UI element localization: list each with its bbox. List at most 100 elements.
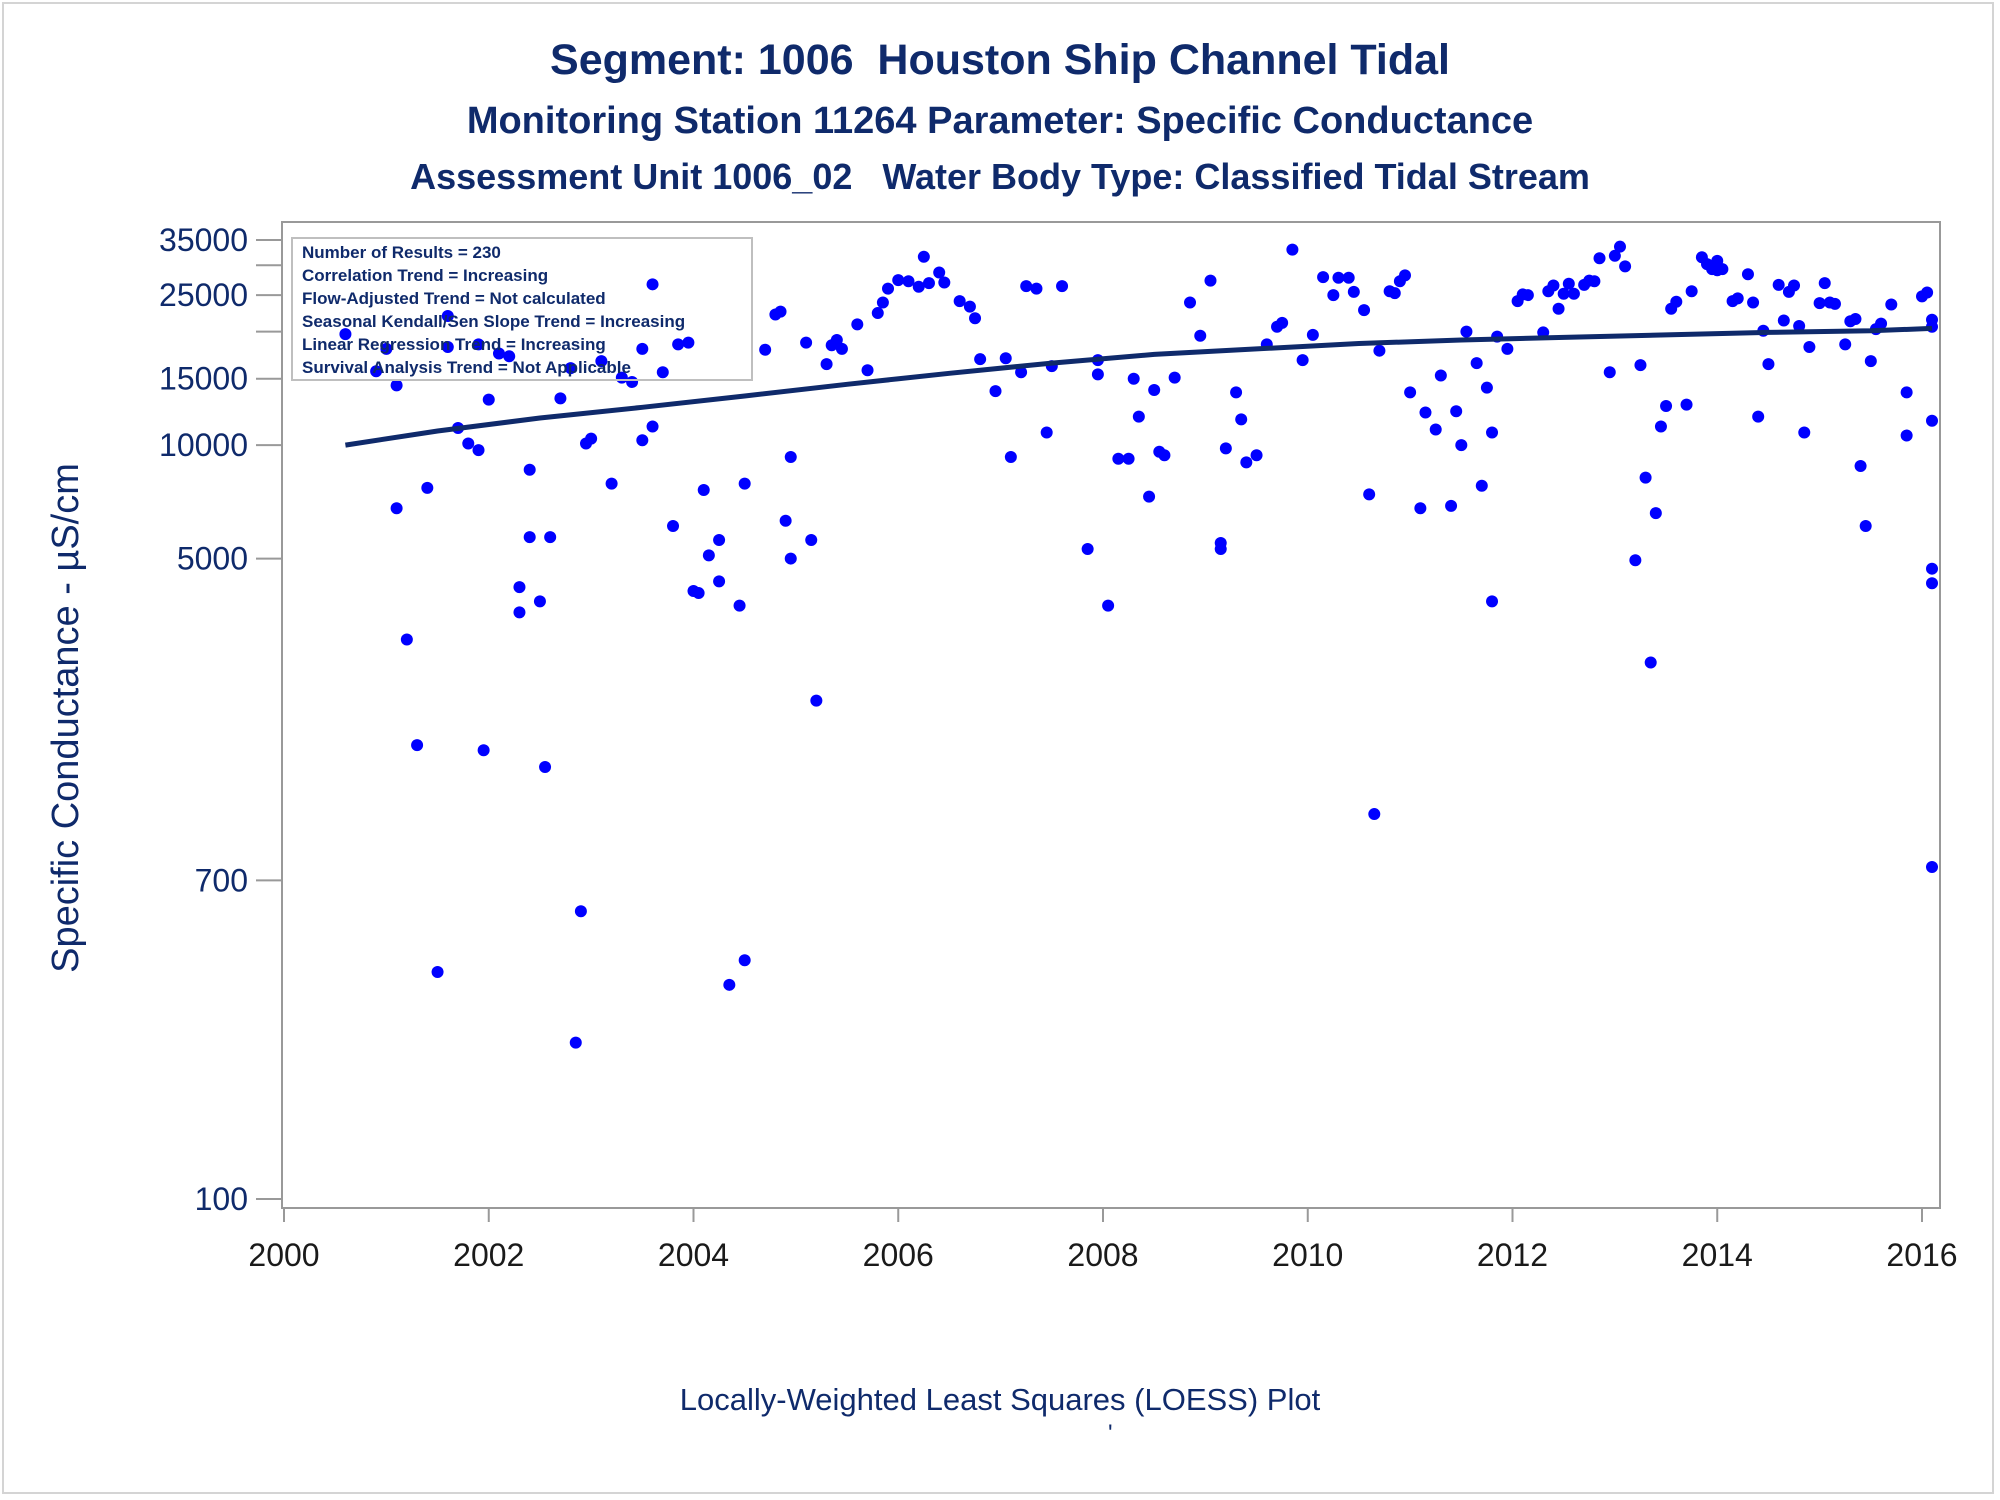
data-point	[1230, 386, 1243, 399]
data-point	[1634, 359, 1647, 372]
data-point	[1250, 449, 1263, 462]
data-point	[1762, 358, 1775, 371]
data-point	[339, 328, 352, 341]
data-point	[1562, 277, 1575, 290]
data-point	[953, 295, 966, 308]
data-point	[1552, 302, 1565, 315]
data-point	[636, 434, 649, 447]
data-point	[1926, 577, 1938, 590]
data-point	[1102, 599, 1115, 612]
inset-flow-adjusted-trend: Flow-Adjusted Trend = Not calculated	[302, 289, 606, 308]
data-point	[1470, 357, 1483, 370]
data-point	[1168, 371, 1181, 384]
data-point	[1317, 271, 1330, 284]
data-point	[1685, 285, 1698, 298]
data-point	[411, 739, 424, 752]
data-point	[1004, 450, 1017, 463]
data-point	[533, 595, 546, 608]
data-point	[810, 694, 823, 707]
data-point	[1148, 384, 1161, 397]
data-point	[861, 364, 874, 377]
data-point	[1788, 279, 1801, 292]
chart-subtitle-assessment: Assessment Unit 1006_02 Water Body Type:…	[410, 156, 1590, 197]
data-point	[1926, 313, 1938, 326]
data-point	[784, 552, 797, 565]
data-point	[933, 266, 946, 279]
x-tick-label-2010: 2010	[1272, 1237, 1343, 1273]
data-point	[1793, 319, 1806, 332]
data-point	[835, 342, 848, 355]
data-point	[871, 307, 884, 320]
data-point	[1501, 342, 1514, 355]
data-point	[1286, 243, 1299, 256]
data-point	[646, 420, 659, 433]
data-point	[1772, 278, 1785, 291]
x-tick-label-2016: 2016	[1886, 1237, 1957, 1273]
data-point	[539, 760, 552, 773]
data-point	[1813, 297, 1826, 310]
plot-area	[281, 221, 1941, 1209]
data-point	[1327, 289, 1340, 302]
data-point	[1839, 338, 1852, 351]
data-point	[702, 549, 715, 562]
data-point	[1680, 398, 1693, 411]
x-tick-label-2006: 2006	[863, 1237, 934, 1273]
data-point	[682, 336, 695, 349]
data-point	[1214, 543, 1227, 556]
data-point	[1296, 354, 1309, 367]
data-point	[1859, 520, 1872, 533]
y-axis-title: Specific Conductance - µS/cm	[45, 463, 87, 973]
chart-title: Segment: 1006 Houston Ship Channel Tidal	[550, 36, 1450, 84]
data-point	[1864, 355, 1877, 368]
data-point	[513, 581, 526, 594]
data-point	[1644, 656, 1657, 669]
data-point	[1091, 368, 1104, 381]
data-point	[477, 744, 490, 757]
data-point	[1731, 292, 1744, 305]
data-point	[1122, 452, 1135, 465]
data-point	[1567, 287, 1580, 300]
data-point	[1460, 325, 1473, 338]
data-point	[656, 366, 669, 379]
data-point	[1194, 329, 1207, 342]
data-point	[1388, 287, 1401, 300]
data-point	[989, 385, 1002, 398]
data-point	[1654, 420, 1667, 433]
data-point	[1434, 369, 1447, 382]
data-point	[1926, 562, 1938, 575]
data-point	[1629, 554, 1642, 567]
data-point	[1849, 313, 1862, 326]
data-point	[513, 606, 526, 619]
x-tick-label-2002: 2002	[453, 1237, 524, 1273]
data-point	[820, 358, 833, 371]
inset-survival-analysis-trend: Survival Analysis Trend = Not Applicable	[302, 358, 631, 377]
data-point	[1015, 366, 1028, 379]
chart-subtitle-station: Monitoring Station 11264 Parameter: Spec…	[466, 100, 1534, 142]
data-point	[482, 393, 495, 406]
y-tick-label-35000: 35000	[159, 222, 248, 258]
data-point	[713, 575, 726, 588]
data-point	[1747, 296, 1760, 309]
data-point	[1306, 328, 1319, 341]
data-point	[830, 334, 843, 347]
data-point	[1276, 316, 1289, 329]
data-point	[1486, 595, 1499, 608]
data-point	[1219, 442, 1232, 455]
x-tick-label-2004: 2004	[658, 1237, 729, 1273]
data-point	[805, 534, 818, 547]
data-point	[1926, 860, 1938, 873]
inset-correlation-trend: Correlation Trend = Increasing	[302, 266, 548, 285]
data-point	[1455, 439, 1468, 452]
data-point	[380, 342, 393, 355]
data-point	[1081, 543, 1094, 556]
data-point	[1603, 366, 1616, 379]
data-point	[1056, 280, 1069, 293]
stats-inset: Number of Results = 230 Correlation Tren…	[291, 237, 753, 381]
data-point	[917, 250, 930, 263]
data-point	[1547, 279, 1560, 292]
data-point	[400, 633, 413, 646]
data-point	[1419, 406, 1432, 419]
data-point	[1040, 426, 1053, 439]
